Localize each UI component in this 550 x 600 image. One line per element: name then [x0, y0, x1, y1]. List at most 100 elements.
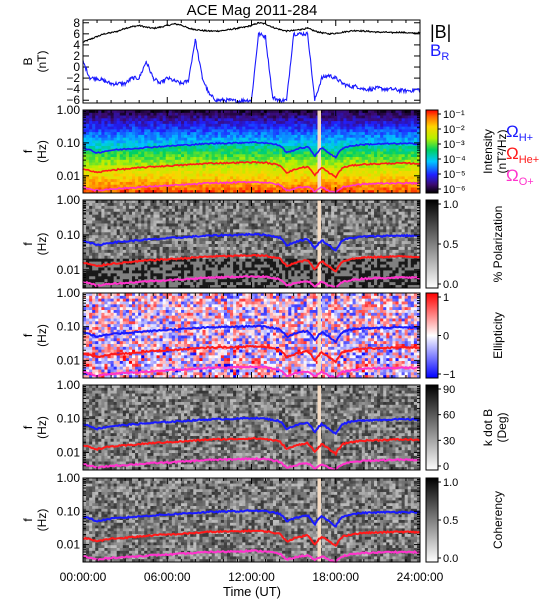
heatmap-cell [138, 157, 142, 161]
heatmap-cell [349, 137, 353, 141]
heatmap-cell [334, 148, 338, 152]
heatmap-cell [98, 181, 102, 186]
heatmap-cell [361, 154, 366, 158]
heatmap-cell [276, 112, 280, 116]
heatmap-cell [98, 121, 102, 125]
heatmap-cell [416, 126, 421, 130]
heatmap-cell [364, 157, 369, 161]
heatmap-cell [254, 181, 259, 186]
heatmap-cell [211, 214, 216, 218]
heatmap-cell [135, 115, 139, 119]
heatmap-cell [147, 246, 151, 251]
heatmap-cell [162, 220, 167, 224]
heatmap-cell [404, 179, 409, 183]
heatmap-cell [337, 145, 341, 150]
heatmap-cell [135, 134, 139, 139]
heatmap-cell [162, 173, 167, 177]
series-point [194, 28, 196, 31]
heatmap-cell [257, 132, 262, 136]
heatmap-cell [156, 264, 160, 268]
heatmap-cell [266, 170, 271, 175]
heatmap-cell [404, 181, 409, 186]
heatmap-cell [294, 190, 298, 194]
heatmap-cell [119, 244, 124, 248]
heatmap-cell [380, 129, 384, 133]
heatmap-cell [233, 168, 237, 172]
heatmap-cell [285, 129, 289, 133]
heatmap-cell [349, 112, 353, 116]
heatmap-cell [196, 223, 200, 227]
heatmap-cell [257, 123, 262, 127]
heatmap-cell [92, 154, 96, 158]
heatmap-cell [242, 162, 246, 166]
heatmap-cell [141, 143, 145, 147]
heatmap-cell [86, 123, 90, 127]
heatmap-cell [156, 200, 160, 204]
heatmap-cell [349, 157, 353, 161]
heatmap-cell [199, 126, 203, 130]
heatmap-cell [125, 159, 130, 163]
heatmap-cell [370, 134, 375, 139]
heatmap-cell [171, 110, 176, 114]
heatmap-cell [159, 205, 164, 210]
heatmap-cell [312, 151, 317, 155]
heatmap-cell [374, 129, 378, 133]
heatmap-cell [386, 170, 390, 175]
heatmap-cell [370, 151, 375, 155]
heatmap-cell [272, 140, 277, 144]
heatmap-cell [184, 214, 188, 218]
heatmap-cell [86, 181, 90, 186]
heatmap-cell [125, 229, 130, 233]
heatmap-cell [162, 200, 167, 204]
heatmap-cell [401, 190, 406, 194]
heatmap-cell [364, 145, 369, 150]
series-point [215, 99, 217, 101]
heatmap-cell [177, 176, 182, 180]
heatmap-cell [107, 184, 111, 188]
heatmap-cell [174, 270, 179, 274]
heatmap-cell [135, 170, 139, 175]
heatmap-cell [364, 134, 369, 139]
series-point [201, 29, 203, 32]
heatmap-cell [254, 126, 259, 130]
heatmap-cell [279, 173, 283, 177]
heatmap-cell [171, 159, 176, 163]
series-point [349, 30, 351, 32]
heatmap-cell [230, 179, 234, 183]
heatmap-cell [156, 123, 160, 127]
heatmap-cell [364, 132, 369, 136]
heatmap-cell [156, 151, 160, 155]
heatmap-cell [257, 168, 262, 172]
heatmap-cell [269, 184, 274, 188]
heatmap-cell [110, 246, 115, 251]
heatmap-cell [245, 151, 249, 155]
heatmap-cell [153, 249, 157, 254]
heatmap-cell [364, 176, 369, 180]
heatmap-cell [141, 157, 145, 161]
heatmap-cell [110, 129, 115, 133]
heatmap-cell [248, 115, 252, 119]
heatmap-cell [211, 244, 216, 248]
heatmap-cell [346, 181, 350, 186]
heatmap-cell [187, 176, 191, 180]
heatmap-cell [334, 118, 338, 122]
heatmap-cell [141, 217, 145, 221]
heatmap-cell [328, 126, 332, 130]
heatmap-cell [208, 115, 213, 119]
heatmap-cell [153, 151, 157, 155]
heatmap-cell [236, 123, 240, 127]
heatmap-cell [205, 232, 210, 236]
series-point [412, 89, 414, 91]
heatmap-cell [386, 115, 390, 119]
heatmap-cell [266, 154, 271, 158]
heatmap-cell [297, 154, 301, 158]
heatmap-cell [242, 168, 246, 172]
heatmap-cell [321, 148, 326, 152]
heatmap-cell [392, 112, 396, 116]
heatmap-cell [193, 238, 197, 242]
heatmap-cell [257, 176, 262, 180]
heatmap-cell [416, 140, 421, 144]
heatmap-cell [141, 170, 145, 175]
heatmap-cell [135, 267, 139, 271]
